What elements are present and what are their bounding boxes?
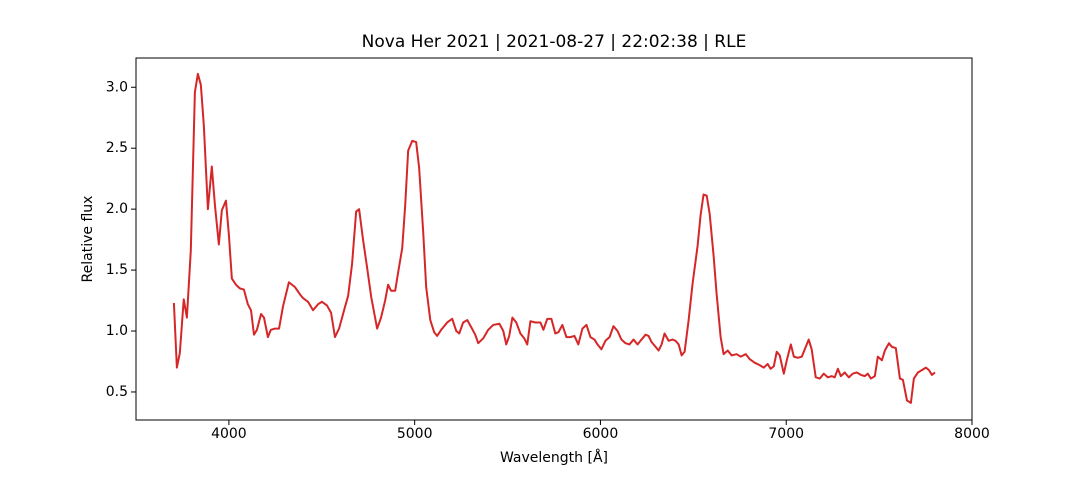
y-tick-label: 0.5 [106,384,128,400]
x-tick-label: 8000 [954,426,990,442]
y-tick-label: 2.5 [106,140,128,156]
x-tick-label: 7000 [768,426,804,442]
y-tick-label: 3.0 [106,79,128,95]
plot-frame [135,57,973,421]
x-tick-label: 6000 [583,426,619,442]
x-tick-label: 5000 [397,426,433,442]
y-tick-label: 1.0 [106,323,128,339]
spectrum-line [172,72,936,404]
y-axis-label: Relative flux [80,196,96,283]
y-tick-label: 1.5 [106,262,128,278]
chart-title: Nova Her 2021 | 2021-08-27 | 22:02:38 | … [362,32,747,52]
x-axis-label: Wavelength [Å] [500,449,608,466]
x-tick-label: 4000 [211,426,247,442]
y-tick-label: 2.0 [106,201,128,217]
